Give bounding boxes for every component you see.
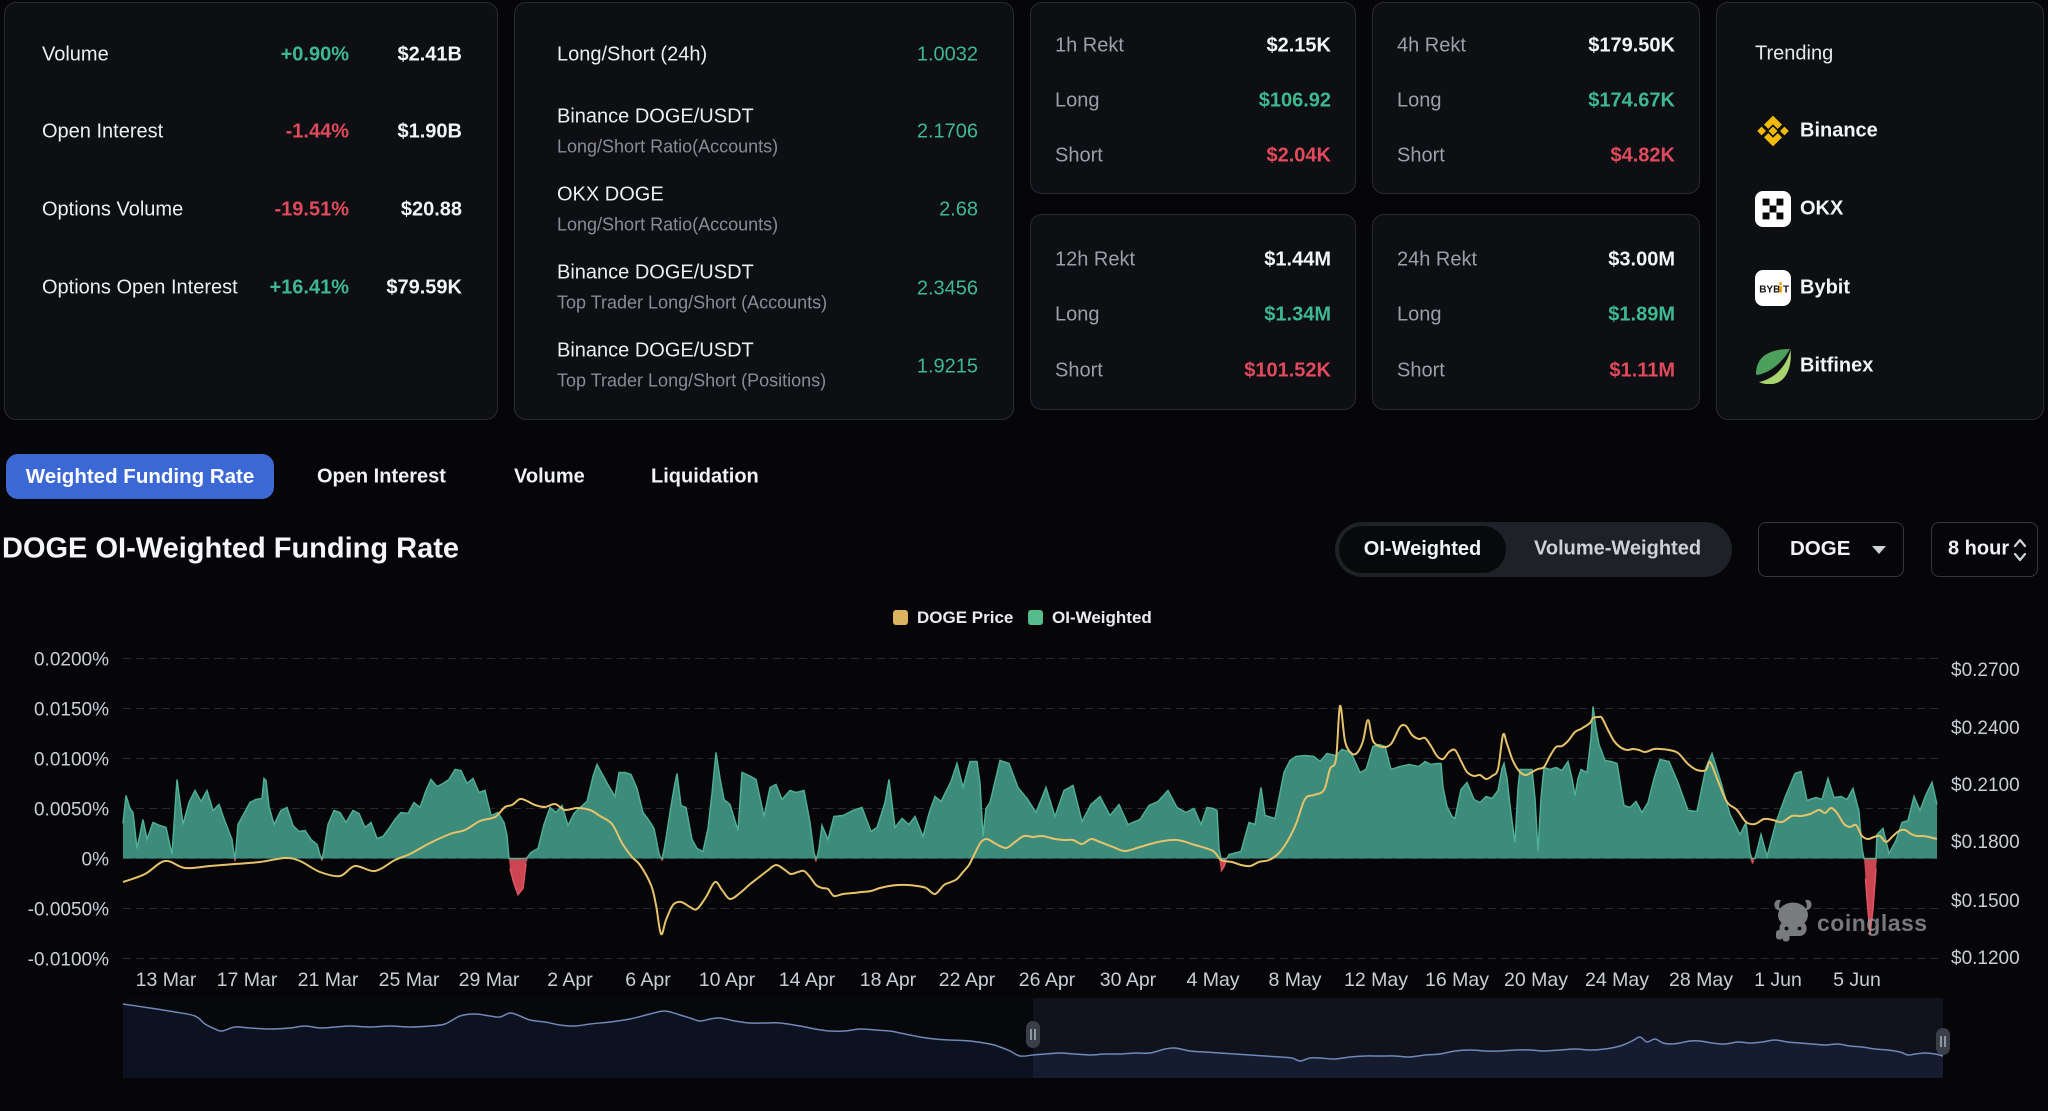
svg-text:$0.2100: $0.2100 — [1951, 775, 2020, 796]
svg-text:-0.0100%: -0.0100% — [28, 950, 109, 971]
svg-text:14 Apr: 14 Apr — [779, 969, 836, 991]
svg-text:22 Apr: 22 Apr — [939, 969, 996, 991]
svg-text:20 May: 20 May — [1504, 969, 1568, 991]
svg-text:$0.1800: $0.1800 — [1951, 832, 2020, 853]
svg-text:2 Apr: 2 Apr — [547, 969, 593, 991]
svg-text:6 Apr: 6 Apr — [625, 969, 671, 991]
svg-text:0%: 0% — [82, 850, 110, 871]
svg-text:16 May: 16 May — [1425, 969, 1489, 991]
svg-text:29 Mar: 29 Mar — [459, 969, 520, 991]
svg-text:1 Jun: 1 Jun — [1754, 969, 1802, 991]
svg-text:T: T — [1783, 285, 1789, 296]
svg-text:13 Mar: 13 Mar — [136, 969, 197, 991]
svg-text:4 May: 4 May — [1186, 969, 1239, 991]
svg-text:0.0050%: 0.0050% — [34, 800, 109, 821]
svg-text:$0.2400: $0.2400 — [1951, 718, 2020, 739]
svg-text:0.0200%: 0.0200% — [34, 650, 109, 671]
svg-text:0.0150%: 0.0150% — [34, 700, 109, 721]
svg-text:17 Mar: 17 Mar — [217, 969, 278, 991]
svg-text:18 Apr: 18 Apr — [860, 969, 917, 991]
svg-text:-0.0050%: -0.0050% — [28, 900, 109, 921]
svg-text:BYB: BYB — [1759, 285, 1780, 296]
svg-text:21 Mar: 21 Mar — [298, 969, 359, 991]
svg-text:30 Apr: 30 Apr — [1100, 969, 1157, 991]
svg-text:$0.2700: $0.2700 — [1951, 660, 2020, 681]
svg-text:0.0100%: 0.0100% — [34, 750, 109, 771]
svg-text:$0.1500: $0.1500 — [1951, 891, 2020, 912]
svg-text:10 Apr: 10 Apr — [699, 969, 756, 991]
svg-text:24 May: 24 May — [1585, 969, 1649, 991]
svg-text:coinglass: coinglass — [1817, 910, 1928, 936]
svg-text:8 May: 8 May — [1268, 969, 1321, 991]
svg-text:25 Mar: 25 Mar — [379, 969, 440, 991]
svg-text:28 May: 28 May — [1669, 969, 1733, 991]
svg-text:12 May: 12 May — [1344, 969, 1408, 991]
svg-text:5 Jun: 5 Jun — [1833, 969, 1881, 991]
svg-text:$0.1200: $0.1200 — [1951, 948, 2020, 969]
svg-text:26 Apr: 26 Apr — [1019, 969, 1076, 991]
